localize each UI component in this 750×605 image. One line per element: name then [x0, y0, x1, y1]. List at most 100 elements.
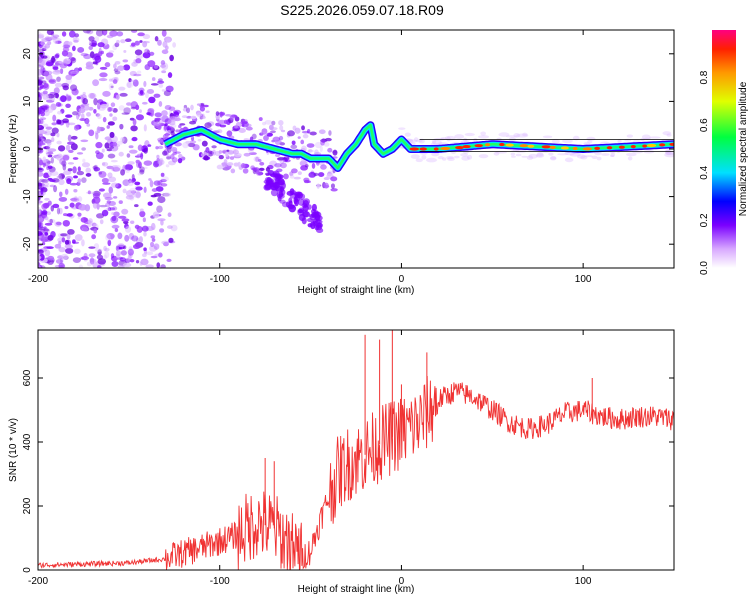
spectrogram-noise-blob	[104, 196, 113, 201]
spectrogram-noise-blob	[143, 80, 147, 88]
snr-y-label: SNR (10 * v/v)	[8, 418, 19, 482]
spectrogram-streak-blob	[311, 211, 317, 218]
spectrogram-noise-blob	[110, 102, 116, 107]
spectrogram-transition-blob	[291, 168, 298, 174]
spectrogram-noise-blob	[65, 74, 73, 80]
spectrogram-noise-blob	[39, 59, 45, 66]
spectrogram-noise-blob	[148, 96, 156, 104]
spectrogram-transition-blob	[165, 132, 169, 137]
spectrogram-noise-blob	[40, 69, 44, 74]
spectrogram-noise-blob	[38, 235, 42, 239]
spectrogram-streak-blob	[273, 182, 280, 187]
spectrogram-noise-blob	[146, 88, 155, 95]
spectrogram-transition-blob	[175, 129, 180, 133]
spectrogram-noise-blob	[43, 129, 52, 136]
spectrogram-transition-blob	[240, 163, 246, 169]
spectrogram-transition-blob	[190, 104, 194, 111]
spectrogram-noise-blob	[126, 81, 132, 88]
spectrogram-transition-blob	[232, 149, 240, 155]
colorbar: 0.0 0.2 0.4 0.6 0.8 Normalized spectral ampl…	[699, 30, 749, 275]
ridge-hotspot	[505, 143, 514, 147]
ridge-hotspot	[549, 145, 556, 149]
spectrogram-transition-blob	[171, 157, 178, 163]
spectrogram-transition-blob	[240, 120, 248, 125]
spectrogram-noise-blob	[38, 31, 41, 36]
spectrogram-noise-blob	[130, 106, 137, 110]
spectrogram-noise-blob	[148, 178, 152, 181]
spectrogram-noise-blob	[166, 156, 172, 160]
spectrogram-noise-blob	[69, 202, 75, 208]
spectrogram-streak-blob	[276, 191, 283, 198]
spectrogram-transition-blob	[171, 147, 178, 153]
spectrogram-halo-blob	[415, 158, 423, 163]
spectrogram-x-tick-label: -200	[28, 274, 48, 285]
spectrogram-noise-blob	[120, 169, 126, 176]
spectrogram-halo-blob	[648, 136, 661, 139]
spectrogram-transition-blob	[219, 124, 227, 128]
spectrogram-noise-blob	[126, 81, 134, 89]
spectrogram-noise-blob	[113, 68, 119, 72]
spectrogram-streak-blob	[279, 179, 286, 186]
spectrogram-transition-blob	[292, 125, 297, 131]
spectrogram-transition-blob	[306, 128, 311, 134]
spectrogram-noise-blob	[55, 102, 62, 107]
spectrogram-transition-blob	[234, 116, 240, 122]
spectrogram-noise-blob	[135, 58, 142, 64]
spectrogram-transition-blob	[211, 145, 217, 149]
spectrogram-noise-blob	[38, 167, 43, 171]
spectrogram-transition-blob	[173, 109, 181, 115]
spectrogram-transition-blob	[323, 182, 329, 189]
spectrogram-noise-blob	[138, 87, 145, 93]
spectrogram-noise-blob	[117, 65, 125, 71]
spectrogram-halo-blob	[557, 153, 569, 156]
snr-x-ticks: -200 -100 0 100	[28, 330, 592, 587]
spectrogram-transition-blob	[225, 151, 229, 158]
spectrogram-transition-blob	[181, 115, 188, 119]
spectrogram-halo-blob	[587, 139, 593, 144]
spectrogram-noise-blob	[44, 197, 50, 201]
spectrogram-noise-blob	[112, 166, 121, 172]
spectrogram-noise-blob	[112, 79, 118, 84]
spectrogram-noise-blob	[112, 206, 118, 211]
spectrogram-noise-blob	[81, 147, 87, 151]
spectrogram-halo-blob	[513, 132, 521, 138]
spectrogram-transition-blob	[237, 161, 241, 168]
spectrogram-noise-blob	[107, 146, 115, 150]
spectrogram-noise-blob	[64, 188, 69, 195]
spectrogram-halo-blob	[580, 155, 588, 160]
spectrogram-transition-blob	[223, 158, 228, 165]
spectrogram-noise-blob	[54, 243, 62, 249]
spectrogram-noise-blob	[46, 140, 52, 146]
spectrogram-noise-blob	[125, 102, 132, 106]
spectrogram-noise-blob	[64, 239, 70, 246]
spectrogram-transition-blob	[258, 117, 263, 121]
spectrogram-transition-blob	[324, 137, 332, 142]
spectrogram-noise-blob	[112, 142, 118, 147]
snr-y-ticks: 0 200 400 600	[22, 369, 674, 573]
spectrogram-noise-blob	[41, 182, 50, 186]
spectrogram-noise-blob	[66, 213, 73, 217]
spectrogram-noise-blob	[129, 79, 137, 83]
spectrogram-transition-blob	[229, 156, 235, 160]
spectrogram-halo-blob	[528, 153, 538, 159]
spectrogram-noise-blob	[67, 162, 75, 165]
spectrogram-halo-blob	[516, 133, 529, 138]
spectrogram-noise-blob	[151, 238, 156, 242]
spectrogram-noise-blob	[140, 258, 149, 266]
spectrogram-transition-blob	[241, 121, 249, 128]
spectrogram-noise-blob	[83, 53, 92, 60]
spectrogram-transition-blob	[279, 125, 284, 131]
spectrogram-noise-blob	[49, 179, 56, 183]
spectrogram-noise-blob	[113, 211, 120, 217]
spectrogram-noise-blob	[114, 60, 121, 65]
ridge-hotspot	[594, 146, 601, 150]
spectrogram-noise-blob	[82, 91, 86, 95]
spectrogram-transition-blob	[301, 125, 305, 131]
spectrogram-transition-blob	[306, 180, 311, 184]
spectrogram-noise-blob	[61, 31, 67, 37]
spectrogram-noise-blob	[58, 179, 65, 186]
ridge-hotspot	[582, 147, 592, 151]
spectrogram-noise-blob	[38, 200, 43, 204]
spectrogram-transition-blob	[274, 153, 281, 158]
